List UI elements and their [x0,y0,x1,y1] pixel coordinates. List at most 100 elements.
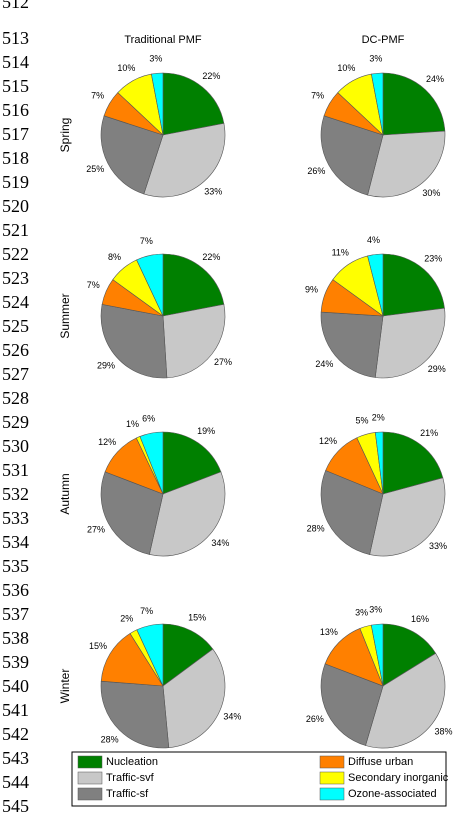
line-number: 536 [2,580,29,600]
line-number: 514 [2,52,29,72]
slice-label: 8% [108,252,121,262]
slice-label: 10% [117,63,135,73]
line-number: 543 [2,748,29,768]
line-number: 522 [2,244,29,264]
pie-slice [374,431,384,495]
slice-label: 29% [428,364,446,374]
row-label: Autumn [58,473,72,514]
pie-slice [136,253,164,317]
slice-label: 28% [307,524,325,534]
slice-label: 34% [211,538,229,548]
legend-swatch [319,771,345,785]
slice-label: 34% [223,711,241,721]
legend-swatch [319,787,345,801]
slice-label: 7% [91,91,104,101]
pie-slice [162,253,225,317]
line-number: 516 [2,100,29,120]
line-number: 540 [2,676,29,696]
legend-label: Ozone-associated [348,788,437,800]
slice-label: 7% [140,606,153,616]
slice-label: 3% [369,605,382,615]
slice-label: 22% [202,252,220,262]
pie-slice [320,470,384,555]
pie-slice [382,623,437,687]
line-number: 538 [2,628,29,648]
line-number: 529 [2,412,29,432]
line-number: 525 [2,316,29,336]
slice-label: 3% [355,607,368,617]
line-number: 528 [2,388,29,408]
row-label: Winter [58,669,72,704]
slice-label: 19% [197,426,215,436]
slice-label: 11% [332,248,349,258]
slice-label: 16% [411,614,429,624]
slice-label: 12% [98,437,116,447]
pie-slice [100,680,170,749]
pie-slice [320,115,384,196]
slice-label: 38% [434,726,452,736]
legend-swatch [77,771,103,785]
line-number: 542 [2,724,29,744]
column-title: DC-PMF [362,34,405,46]
line-number: 520 [2,196,29,216]
pie-slice [382,253,445,317]
pie-slice [162,72,225,136]
pie-slice [320,311,384,378]
slice-label: 30% [422,188,440,198]
slice-label: 12% [319,436,337,446]
line-number: 539 [2,652,29,672]
slice-label: 27% [214,357,232,367]
legend-label: Nucleation [106,756,158,768]
pie-slice [367,130,446,198]
legend-swatch [77,787,103,801]
legend-swatch [77,755,103,769]
row-label: Summer [58,293,72,338]
legend-box [71,751,447,807]
pie-slice [151,72,164,136]
pie-slice [143,123,226,198]
line-number: 521 [2,220,29,240]
line-number: 519 [2,172,29,192]
slice-label: 26% [307,166,325,176]
slice-label: 2% [372,413,385,423]
slice-label: 5% [355,415,368,425]
slice-label: 1% [126,419,139,429]
slice-label: 7% [140,236,153,246]
slice-label: 15% [188,612,206,622]
line-number: 515 [2,76,29,96]
pie-slice [100,304,168,379]
line-number: 531 [2,460,29,480]
line-number: 535 [2,556,29,576]
line-number: 513 [2,28,29,48]
slice-label: 33% [429,541,447,551]
row-label: Spring [58,118,72,153]
line-number: 524 [2,292,29,312]
pie-slice [367,253,384,317]
legend-label: Traffic-sf [106,788,149,800]
slice-label: 33% [204,186,222,196]
slice-label: 6% [142,414,155,424]
pie-slice [382,72,446,136]
pie-slice [162,431,222,495]
slice-label: 29% [97,361,115,371]
line-number: 541 [2,700,29,720]
legend-label: Traffic-svf [106,772,155,784]
pie-slice [136,623,164,687]
line-number: 534 [2,532,29,552]
line-number: 523 [2,268,29,288]
slice-label: 22% [202,71,220,81]
slice-label: 25% [86,164,104,174]
slice-label: 15% [89,641,107,651]
pie-slice [370,623,384,687]
line-number: 544 [2,772,29,792]
line-number: 530 [2,436,29,456]
line-number: 526 [2,340,29,360]
pie-slice [374,307,446,379]
legend-label: Diffuse urban [348,756,413,768]
slice-label: 28% [101,735,119,745]
pie-slice [382,431,444,495]
line-number: 512 [2,0,29,12]
slice-label: 2% [120,614,133,624]
pie-slice [148,471,226,557]
